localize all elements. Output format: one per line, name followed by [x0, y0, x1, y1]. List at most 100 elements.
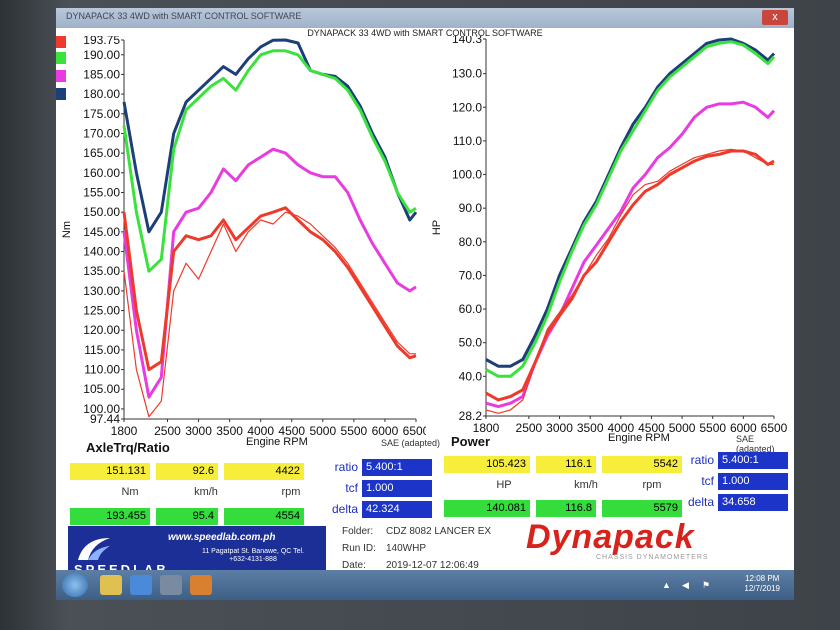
power-y-tick-label: 90.0 — [459, 201, 483, 215]
torque-series-2 — [122, 49, 417, 273]
power-readout-2: 140.081 — [444, 500, 530, 517]
folder-label: Folder: — [342, 526, 374, 537]
power-y-tick-label: 60.0 — [459, 302, 483, 316]
power-series-2 — [485, 40, 776, 378]
date-label: Date: — [342, 560, 366, 571]
torque-series-5 — [123, 211, 416, 418]
power-y-tick-label: 40.0 — [459, 369, 483, 383]
torque-y-label: Nm — [61, 221, 73, 238]
start-button[interactable] — [62, 573, 88, 597]
flag-icon[interactable]: ⚑ — [702, 580, 711, 590]
power-y-tick-label: 28.2 — [459, 409, 483, 423]
run-id-value: 140WHP — [386, 543, 427, 554]
torque-readout-2: 193.455 — [70, 508, 150, 525]
power-series-4 — [485, 149, 775, 402]
power-speed-readout-1: 116.1 — [536, 456, 596, 473]
tcf-label-right: tcf — [701, 474, 714, 488]
speedlab-url[interactable]: www.speedlab.com.ph — [168, 532, 276, 543]
power-x-tick-label: 6000 — [730, 421, 757, 435]
torque-y-tick-label: 145.00 — [83, 225, 120, 239]
torque-series-3 — [122, 147, 417, 399]
power-xlabel: Engine RPM — [608, 432, 670, 444]
power-y-tick-label: 110.0 — [453, 134, 482, 148]
torque-y-tick-label: 135.00 — [83, 264, 120, 278]
ratio-label-right: ratio — [690, 453, 714, 467]
power-series-3 — [485, 100, 776, 409]
torque-y-tick-label: 185.00 — [83, 67, 120, 81]
power-y-tick-label: 100.0 — [452, 168, 482, 182]
torque-y-tick-label: 115.00 — [84, 343, 120, 357]
rpm-readout-2: 4554 — [224, 508, 304, 525]
network-icon[interactable]: ▲ — [662, 580, 671, 590]
browser-icon[interactable] — [130, 575, 152, 595]
delta-value-right[interactable]: 34.658 — [718, 494, 788, 511]
torque-y-tick-label: 155.00 — [83, 185, 120, 199]
power-speed-readout-2: 116.8 — [536, 500, 596, 517]
torque-y-tick-label: 150.00 — [83, 205, 120, 219]
power-x-tick-label: 6500 — [761, 421, 788, 435]
power-y-tick-label: 80.0 — [459, 235, 483, 249]
delta-label-left: delta — [331, 502, 358, 516]
speedlab-address: 11 Pagatpat St. Banawe, QC Tel. +632-413… — [201, 548, 305, 563]
torque-y-tick-label: 160.00 — [83, 166, 120, 180]
power-x-tick-label: 3500 — [577, 421, 604, 435]
power-unit: HP — [496, 479, 512, 491]
power-y-tick-label: 50.0 — [459, 336, 483, 350]
tcf-value-left[interactable]: 1.000 — [362, 480, 432, 497]
screen: DYNAPACK 33 4WD with SMART CONTROL SOFTW… — [56, 8, 794, 600]
speed-unit: km/h — [194, 486, 218, 498]
torque-y-tick-label: 140.00 — [83, 245, 120, 259]
torque-y-tick-label: 193.75 — [83, 36, 120, 47]
torque-unit: Nm — [121, 486, 139, 498]
close-button[interactable]: x — [762, 10, 788, 25]
power-chart: 140.3 130.0 120.0 110.0 100.0 90.0 80.0 70.0 60.… — [431, 36, 788, 435]
power-rpm-readout-1: 5542 — [602, 456, 682, 473]
folder-icon[interactable] — [100, 575, 122, 595]
power-rpm-unit: rpm — [642, 479, 662, 491]
torque-x-tick-label: 4000 — [247, 424, 274, 438]
volume-icon[interactable]: ◀ — [682, 580, 689, 590]
torque-x-tick-label: 6000 — [372, 424, 399, 438]
power-sae: SAE (adapted) — [736, 434, 775, 454]
ratio-value-right[interactable]: 5.400:1 — [718, 452, 788, 469]
series-swatch-navy[interactable] — [56, 88, 66, 100]
power-x-tick-label: 1800 — [473, 421, 500, 435]
media-icon[interactable] — [160, 575, 182, 595]
date-value: 2019-12-07 12:06:49 — [386, 560, 479, 571]
power-x-tick-label: 5500 — [699, 421, 726, 435]
ratio-label-left: ratio — [334, 460, 358, 474]
power-y-tick-label: 140.3 — [452, 36, 482, 46]
torque-x-tick-label: 6500 — [403, 424, 426, 438]
power-title: Power — [451, 434, 491, 449]
tcf-value-right[interactable]: 1.000 — [718, 473, 788, 490]
series-swatch-magenta[interactable] — [56, 70, 66, 82]
torque-x-tick-label: 3500 — [216, 424, 243, 438]
torque-y-tick-label: 97.44 — [90, 412, 120, 426]
app-title: DYNAPACK 33 4WD with SMART CONTROL SOFTW… — [307, 28, 543, 38]
dynapack-app-icon[interactable] — [190, 575, 212, 595]
power-readout-1: 105.423 — [444, 456, 530, 473]
power-x-tick-label: 4000 — [607, 421, 634, 435]
speedlab-logo-icon — [78, 538, 110, 560]
clock-time: 12:08 PM — [745, 574, 780, 583]
delta-value-left[interactable]: 42.324 — [362, 501, 432, 518]
torque-series-1 — [122, 38, 418, 234]
speed-readout-1: 92.6 — [156, 463, 218, 480]
power-x-tick-label: 2500 — [516, 421, 543, 435]
power-series-5 — [485, 148, 774, 414]
torque-x-tick-label: 1800 — [111, 424, 138, 438]
series-swatch-green[interactable] — [56, 52, 66, 64]
series-swatch-red[interactable] — [56, 36, 66, 48]
power-series-1 — [485, 37, 776, 368]
taskbar-clock[interactable]: 12:08 PM 12/7/2019 — [744, 574, 780, 594]
ratio-value-left[interactable]: 5.400:1 — [362, 459, 432, 476]
torque-y-tick-label: 175.00 — [83, 107, 120, 121]
torque-y-tick-label: 125.00 — [83, 304, 120, 318]
torque-y-tick-label: 180.00 — [83, 87, 120, 101]
torque-x-tick-label: 2500 — [154, 424, 181, 438]
folder-value: CDZ 8082 LANCER EX — [386, 526, 492, 537]
power-y-label: HP — [431, 220, 443, 235]
run-id-label: Run ID: — [342, 543, 376, 554]
